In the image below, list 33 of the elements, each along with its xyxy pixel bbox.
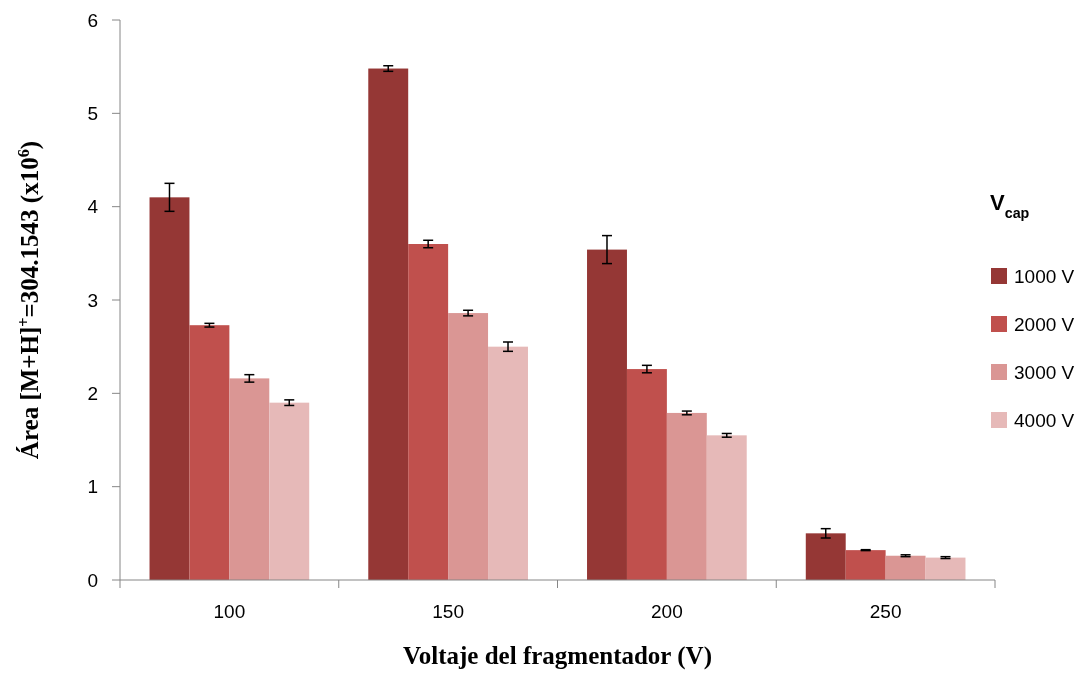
bar <box>845 550 886 580</box>
bar <box>408 244 449 580</box>
bar <box>448 313 489 580</box>
legend-title: V$_{cap}$ <box>990 190 1030 221</box>
x-tick-label: 150 <box>432 601 464 622</box>
y-tick-label: 3 <box>87 289 98 311</box>
y-tick-label: 0 <box>87 569 98 591</box>
y-tick-label: 5 <box>87 102 98 124</box>
y-tick-label: 6 <box>87 9 98 31</box>
bar <box>706 435 747 580</box>
bar <box>925 557 966 580</box>
bar <box>229 378 270 580</box>
x-tick-label: 100 <box>213 601 246 622</box>
bar <box>805 533 846 580</box>
bar <box>269 402 310 580</box>
bar <box>626 369 667 580</box>
bar <box>587 249 627 580</box>
bar <box>885 555 926 580</box>
legend-label: 4000 V <box>1014 409 1075 431</box>
bar <box>149 197 190 580</box>
y-tick-label: 4 <box>87 196 99 218</box>
x-tick-label: 250 <box>869 601 902 622</box>
y-tick-label: 1 <box>87 476 98 498</box>
bar <box>368 68 409 580</box>
y-tick-label: 2 <box>87 382 98 404</box>
bar <box>189 325 230 580</box>
legend-label: 2000 V <box>1014 313 1075 335</box>
x-tick-label: 200 <box>651 601 683 622</box>
x-axis-title: Voltaje del fragmentador (V) <box>403 642 712 670</box>
bar <box>488 346 528 580</box>
legend-label: 1000 V <box>1014 265 1075 287</box>
bar <box>666 412 707 580</box>
legend-label: 3000 V <box>1014 361 1075 383</box>
